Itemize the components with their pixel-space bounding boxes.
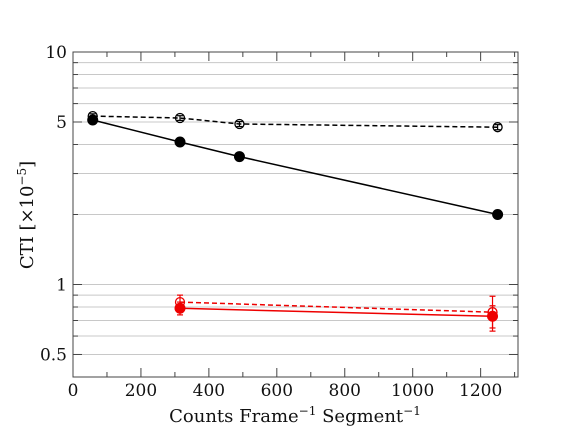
x-tick-label: 400: [193, 381, 225, 401]
series-3: [174, 294, 498, 332]
y-tick-label: 0.5: [40, 345, 67, 365]
grid-layer: [73, 62, 518, 355]
x-axis-label: Counts Frame−1 Segment−1: [169, 404, 421, 427]
x-axis-label-sup1: −1: [299, 404, 317, 418]
series-line: [179, 301, 493, 313]
y-tick-label: 1: [56, 275, 67, 295]
x-tick-label: 1200: [459, 381, 502, 401]
x-tick-label: 1000: [391, 381, 434, 401]
y-tick-label: 10: [45, 43, 67, 63]
x-axis-label-text2: Segment: [316, 406, 404, 427]
data-point: [492, 122, 503, 133]
series-line: [179, 307, 493, 318]
x-tick-label: 600: [261, 381, 293, 401]
data-point: [487, 310, 499, 322]
data-point: [87, 114, 99, 126]
x-axis-label-sup2: −1: [403, 404, 421, 418]
y-axis-label-text1: CTI [×10: [17, 186, 38, 270]
data-point: [174, 112, 186, 124]
data-point: [492, 209, 504, 220]
y-axis-label: CTI [×10−5]: [15, 161, 38, 269]
series-2: [87, 114, 504, 220]
y-axis-label-text2: ]: [17, 161, 38, 168]
x-tick-label: 800: [329, 381, 361, 401]
series-layer: [87, 110, 504, 332]
series-line: [92, 115, 498, 128]
data-point: [234, 118, 245, 130]
x-tick-label: 200: [125, 381, 157, 401]
series-4: [174, 301, 499, 329]
series-line: [92, 119, 498, 216]
data-point: [233, 151, 245, 163]
data-point: [174, 136, 186, 148]
x-tick-label: 0: [68, 381, 79, 401]
ticks-layer: 0.5 1 5 10 0 200 400 600 800 1000 1200: [40, 43, 518, 401]
y-axis-label-sup: −5: [15, 168, 29, 186]
y-tick-label: 5: [56, 113, 67, 133]
data-point: [174, 302, 186, 314]
x-axis-label-text1: Counts Frame: [169, 406, 299, 427]
